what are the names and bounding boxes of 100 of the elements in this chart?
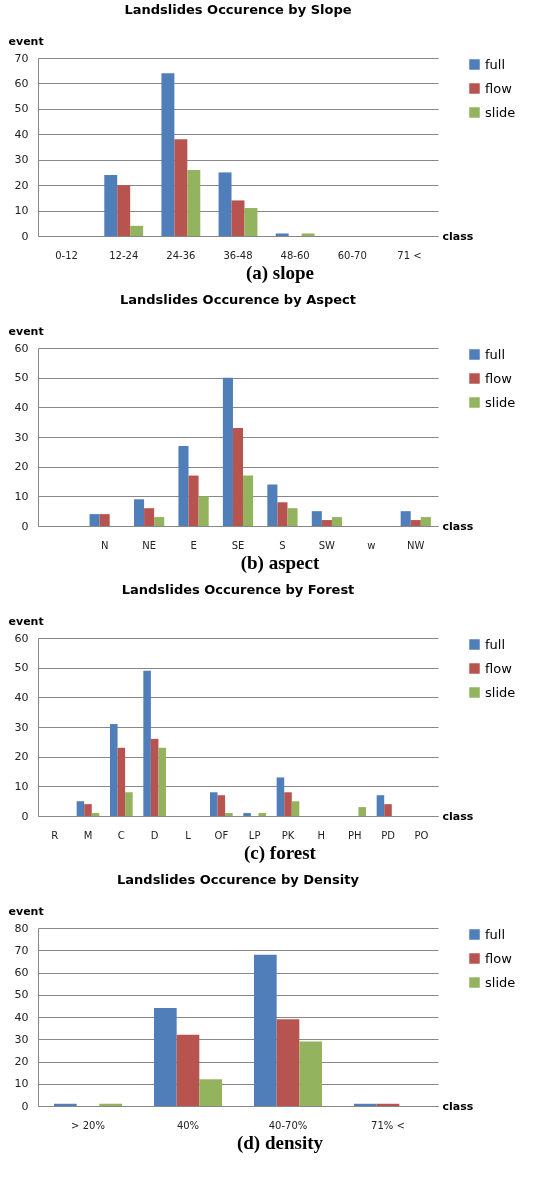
bar bbox=[150, 738, 159, 816]
bar bbox=[84, 804, 92, 816]
x-tick-label: L bbox=[185, 829, 192, 841]
bar bbox=[384, 804, 392, 816]
bar bbox=[287, 508, 298, 526]
y-tick-label: 0 bbox=[21, 1099, 29, 1113]
bar bbox=[210, 792, 218, 816]
bar bbox=[178, 445, 189, 526]
x-tick-label: 71 < bbox=[397, 249, 422, 261]
bar bbox=[217, 795, 226, 816]
x-tick-label: M bbox=[83, 829, 93, 841]
bar bbox=[420, 517, 431, 526]
x-tick-label: E bbox=[190, 539, 197, 551]
y-tick-label: 40 bbox=[14, 1010, 29, 1024]
y-tick-label: 10 bbox=[14, 1077, 29, 1091]
y-tick-label: 70 bbox=[14, 51, 29, 65]
bar bbox=[117, 185, 131, 236]
x-tick-label: OF bbox=[214, 829, 229, 841]
bar bbox=[54, 1103, 77, 1106]
y-tick-label: 50 bbox=[14, 661, 29, 675]
x-tick-label: PO bbox=[414, 829, 429, 841]
y-tick-label: 40 bbox=[14, 690, 29, 704]
bar bbox=[277, 502, 288, 526]
bar bbox=[125, 792, 133, 816]
y-tick-label: 10 bbox=[14, 489, 29, 503]
legend-label: slide bbox=[485, 104, 516, 120]
x-tick-label: H bbox=[317, 829, 326, 841]
y-tick-label: 10 bbox=[14, 204, 29, 218]
legend-label: slide bbox=[485, 684, 516, 700]
bar bbox=[104, 174, 118, 236]
y-tick-label: 0 bbox=[21, 519, 29, 533]
x-tick-label: 24-36 bbox=[166, 249, 196, 261]
y-tick-label: 20 bbox=[14, 460, 29, 474]
x-tick-label: w bbox=[367, 539, 376, 551]
bar bbox=[117, 747, 126, 816]
bar bbox=[198, 496, 209, 526]
y-axis-title: event bbox=[8, 34, 44, 48]
y-tick-label: 20 bbox=[14, 1055, 29, 1068]
y-tick-label: 40 bbox=[14, 400, 29, 414]
x-tick-label: S bbox=[279, 539, 286, 551]
y-axis-title: event bbox=[8, 324, 44, 338]
x-tick-label: N bbox=[100, 539, 109, 551]
bar bbox=[225, 813, 233, 816]
bar bbox=[276, 1019, 300, 1106]
chart-title: Landslides Occurence by Density bbox=[117, 872, 360, 887]
bar bbox=[91, 813, 100, 816]
x-tick-label: C bbox=[117, 829, 125, 841]
y-tick-label: 10 bbox=[14, 779, 29, 793]
x-tick-label: 40% bbox=[176, 1119, 200, 1131]
y-tick-label: 70 bbox=[14, 943, 29, 957]
bar bbox=[158, 747, 166, 816]
bar bbox=[321, 520, 332, 526]
bar bbox=[400, 511, 411, 526]
bar bbox=[218, 172, 232, 236]
legend-label: flow bbox=[485, 950, 513, 966]
y-tick-label: 20 bbox=[14, 750, 29, 764]
bar bbox=[188, 475, 199, 526]
x-tick-label: R bbox=[51, 829, 59, 841]
x-tick-label: D bbox=[150, 829, 159, 841]
y-tick-label: 0 bbox=[21, 229, 29, 243]
bar bbox=[154, 1008, 177, 1106]
x-tick-label: PK bbox=[281, 829, 295, 841]
y-tick-label: 50 bbox=[14, 102, 29, 116]
text: (d) density bbox=[235, 1132, 324, 1154]
legend-label: full bbox=[485, 926, 506, 942]
x-tick-label: PD bbox=[381, 829, 396, 841]
bar bbox=[410, 520, 421, 526]
y-tick-label: 80 bbox=[14, 921, 29, 935]
y-axis-title: event bbox=[8, 904, 44, 918]
x-tick-label: SW bbox=[318, 539, 336, 551]
text: (c) forest bbox=[243, 842, 317, 864]
bar bbox=[258, 813, 266, 816]
y-tick-label: 50 bbox=[14, 371, 29, 385]
legend-label: full bbox=[485, 346, 506, 362]
x-tick-label: 40-70% bbox=[268, 1119, 308, 1131]
bar bbox=[311, 511, 322, 526]
bar bbox=[275, 233, 289, 236]
y-tick-label: 30 bbox=[14, 1032, 29, 1046]
x-tick-label: 36-48 bbox=[223, 249, 253, 261]
y-tick-label: 40 bbox=[14, 127, 29, 141]
bar bbox=[143, 670, 151, 816]
bar bbox=[276, 777, 285, 816]
text: (b) aspect bbox=[239, 552, 321, 574]
chart-title: Landslides Occurence by Aspect bbox=[119, 292, 357, 307]
bar bbox=[176, 1034, 200, 1106]
legend-label: full bbox=[485, 56, 506, 72]
x-axis-title: class bbox=[442, 809, 474, 823]
y-tick-label: 50 bbox=[14, 988, 29, 1002]
bar bbox=[267, 484, 278, 526]
bar bbox=[76, 801, 85, 816]
bar bbox=[144, 508, 155, 526]
bar bbox=[299, 1041, 322, 1106]
y-axis-title: event bbox=[8, 614, 44, 628]
y-tick-label: 60 bbox=[14, 631, 29, 645]
legend-label: full bbox=[485, 636, 506, 652]
bar bbox=[254, 954, 277, 1106]
y-tick-label: 60 bbox=[14, 341, 29, 355]
x-tick-label: 12-24 bbox=[109, 249, 139, 261]
bar bbox=[232, 428, 244, 526]
x-tick-label: PH bbox=[347, 829, 362, 841]
